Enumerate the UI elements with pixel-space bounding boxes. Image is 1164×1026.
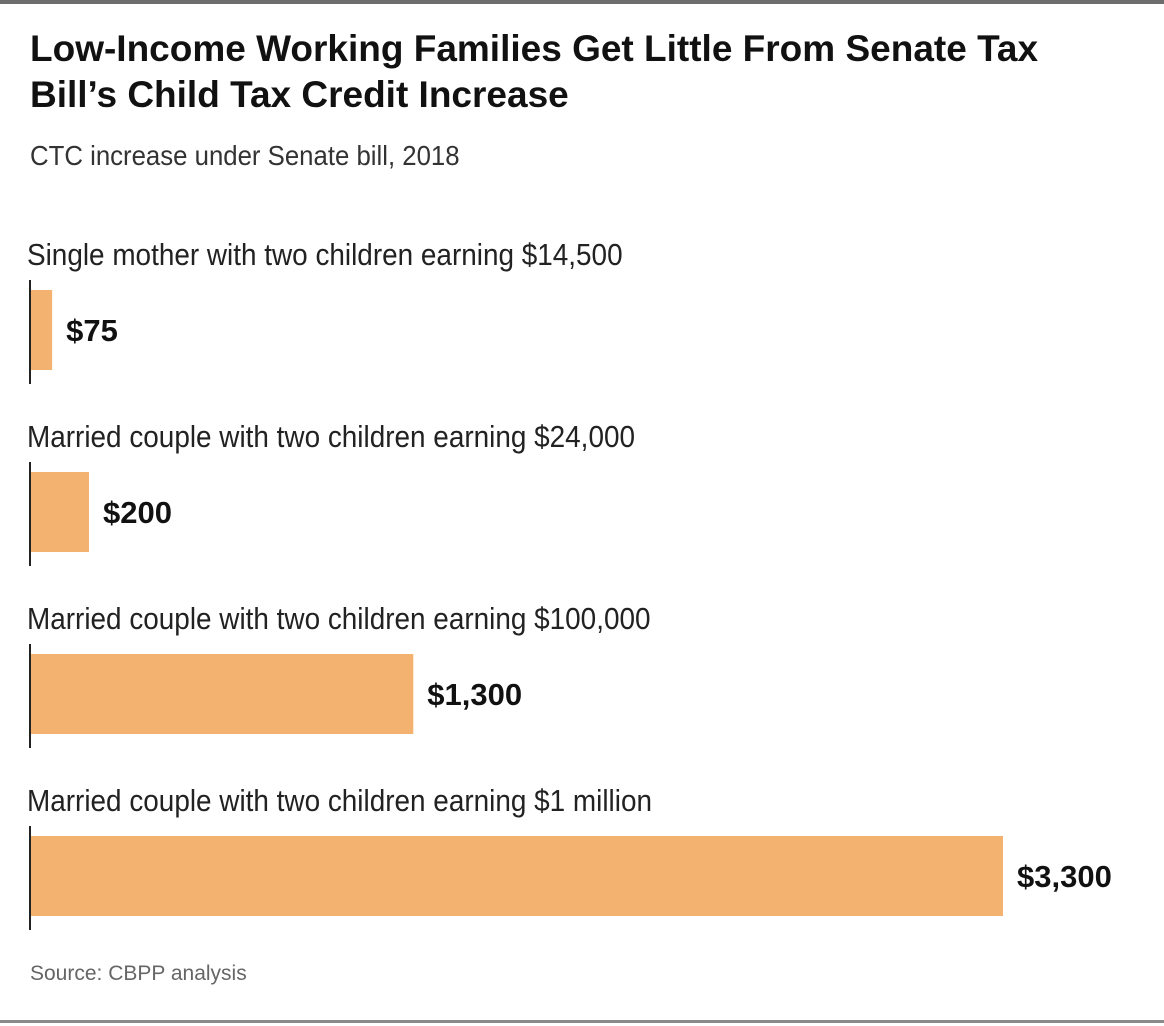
category-label: Married couple with two children earning… bbox=[27, 783, 652, 818]
top-rule bbox=[0, 0, 1164, 4]
bars-layer: Single mother with two children earning … bbox=[27, 237, 1112, 930]
category-label: Married couple with two children earning… bbox=[27, 419, 635, 454]
category-label: Married couple with two children earning… bbox=[27, 601, 651, 636]
value-label: $200 bbox=[103, 495, 172, 530]
bar bbox=[30, 472, 89, 552]
source-note: Source: CBPP analysis bbox=[30, 962, 247, 985]
value-label: $1,300 bbox=[427, 677, 522, 712]
bar bbox=[30, 654, 414, 734]
chart-title: Low-Income Working Families Get Little F… bbox=[30, 28, 1039, 115]
bottom-rule bbox=[0, 1020, 1164, 1023]
value-label: $75 bbox=[66, 313, 118, 348]
bar bbox=[30, 836, 1003, 916]
value-label: $3,300 bbox=[1017, 859, 1112, 894]
category-label: Single mother with two children earning … bbox=[27, 237, 623, 272]
bar bbox=[30, 290, 53, 370]
chart-subtitle: CTC increase under Senate bill, 2018 bbox=[30, 140, 460, 171]
